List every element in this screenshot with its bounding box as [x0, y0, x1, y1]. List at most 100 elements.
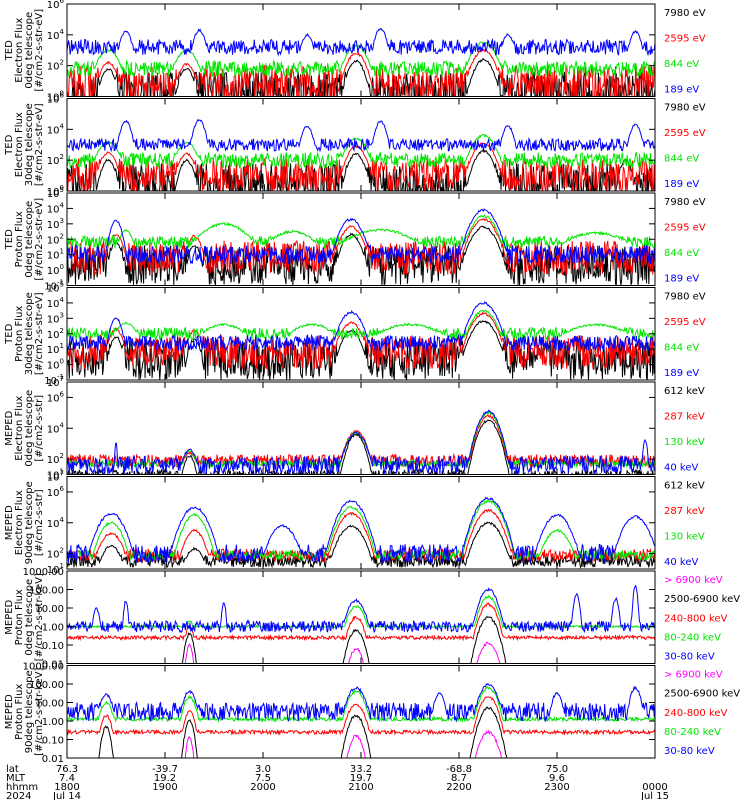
legend-entry: 844 eV	[664, 343, 699, 354]
y-axis-label: Proton Flux	[14, 211, 25, 267]
x-axis-row-label: hhmm	[6, 782, 38, 793]
legend-entry: > 6900 keV	[664, 575, 723, 586]
x-tick-label: 19.2	[154, 773, 176, 784]
series-line-green	[67, 685, 655, 723]
y-tick-label: 100	[47, 90, 64, 104]
x-tick-label: 2000	[250, 782, 275, 793]
y-tick-label: 101	[47, 248, 64, 262]
y-tick-label: 100.00	[29, 680, 64, 691]
legend-entry: 2500-6900 keV	[664, 689, 740, 700]
legend-entry: 80-240 keV	[664, 727, 721, 738]
legend-entry: 287 keV	[664, 506, 705, 517]
y-axis-label: Proton Flux	[14, 589, 25, 645]
y-axis-label: MEPED	[4, 599, 15, 634]
legend-entry: 7980 eV	[664, 8, 706, 19]
y-tick-label: 102	[47, 547, 64, 561]
legend-entry: 844 eV	[664, 154, 699, 165]
y-axis-label: [#/cm2-s-str-keV]	[34, 573, 45, 661]
panel-frame	[66, 570, 656, 664]
series-line-red	[67, 217, 655, 277]
series-line-green	[67, 41, 655, 78]
legend-entry: 2595 eV	[664, 34, 706, 45]
legend-entry: 130 keV	[664, 532, 705, 543]
y-tick-label: 102	[47, 59, 64, 73]
y-axis-label: 0deg telescope	[24, 201, 35, 278]
y-axis-label: MEPED	[4, 694, 15, 729]
series-line-green	[67, 309, 655, 342]
y-axis-label: 90deg telescope	[24, 481, 35, 564]
y-axis-label: Electron Flux	[14, 18, 25, 83]
legend-entry: 189 eV	[664, 274, 699, 285]
legend-entry: 40 keV	[664, 463, 698, 474]
legend-entry: 80-240 keV	[664, 632, 721, 643]
legend-entry: 30-80 keV	[664, 746, 715, 757]
x-tick-label: 7.4	[59, 773, 75, 784]
x-tick-label: 2200	[446, 782, 471, 793]
panel-2: 100 102 104 106 TED Electron Flux 30deg telesc…	[4, 92, 706, 199]
series-line-green	[67, 133, 655, 170]
y-axis-label: Electron Flux	[14, 490, 25, 555]
y-tick-label: 102	[47, 452, 64, 466]
y-tick-label: 0.10	[42, 736, 64, 747]
y-tick-label: 102	[47, 232, 64, 246]
y-tick-label: 10.00	[35, 604, 64, 615]
y-tick-label: 107	[47, 375, 64, 389]
legend-entry: 844 eV	[664, 59, 699, 70]
legend-entry: 2595 eV	[664, 317, 706, 328]
legend-entry: > 6900 keV	[664, 670, 723, 681]
y-axis-label: [#/cm2-s-str-eV]	[34, 292, 45, 375]
series-line-black	[71, 57, 655, 97]
series-line-blue	[67, 584, 655, 634]
series-line-green	[67, 214, 655, 250]
y-tick-label: 100.00	[29, 586, 64, 597]
x-tick-label: Jul 14	[52, 791, 81, 800]
y-axis-label: TED	[4, 229, 15, 250]
y-tick-label: 102	[47, 153, 64, 167]
x-tick-label: 2100	[348, 782, 373, 793]
series-line-blue	[67, 300, 655, 352]
y-axis-label: Proton Flux	[14, 684, 25, 740]
y-tick-label: 1.00	[42, 717, 64, 728]
legend-entry: 7980 eV	[664, 292, 706, 303]
series-line-blue	[67, 496, 655, 565]
legend-entry: 287 keV	[664, 412, 705, 423]
panel-1: 100 102 104 106 TED Electron Flux 0deg telesco…	[4, 0, 706, 104]
y-axis-label: 30deg telescope	[24, 292, 35, 375]
y-axis-label: Proton Flux	[14, 306, 25, 362]
y-tick-label: 0.10	[42, 641, 64, 652]
legend-entry: 130 keV	[664, 437, 705, 448]
series-line-blue	[67, 208, 655, 266]
y-axis-label: [#/cm2-s-str]	[34, 395, 45, 462]
x-tick-label: 1800	[54, 782, 79, 793]
y-tick-label: 100	[47, 184, 64, 198]
y-axis-label: 90deg telescope	[24, 670, 35, 753]
y-tick-label: 1000.00	[23, 567, 64, 578]
legend-entry: 189 eV	[664, 85, 699, 96]
y-axis-label: TED	[4, 134, 15, 155]
x-tick-label: 0000	[642, 782, 667, 793]
y-tick-label: 104	[47, 122, 65, 136]
y-tick-label: 105	[47, 186, 64, 200]
series-line-red	[67, 602, 655, 642]
y-tick-label: 106	[47, 92, 65, 106]
x-axis-row-label: 2024	[6, 791, 31, 800]
y-axis-label: [#/cm2-s-str-eV]	[34, 9, 45, 92]
series-line-black	[98, 706, 508, 758]
legend-entry: 7980 eV	[664, 103, 706, 114]
y-tick-label: 104	[47, 28, 65, 42]
x-tick-label: 8.7	[451, 773, 467, 784]
panel-7: 0.01 0.10 1.00 10.00 100.00 1000.00 MEPED Proto…	[4, 567, 740, 671]
y-tick-label: 0.01	[42, 660, 64, 671]
x-tick-label: 19.7	[350, 773, 372, 784]
y-axis-label: 0deg telescope	[24, 12, 35, 89]
x-tick-label: 9.6	[549, 773, 565, 784]
legend-entry: 240-800 keV	[664, 708, 728, 719]
series-line-magenta	[184, 729, 503, 758]
series-line-red	[67, 696, 655, 736]
legend-entry: 844 eV	[664, 248, 699, 259]
y-axis-label: 0deg telescope	[24, 390, 35, 467]
y-tick-label: 10-1	[44, 279, 64, 293]
y-tick-label: 101	[47, 342, 64, 356]
y-tick-label: 103	[47, 311, 64, 325]
